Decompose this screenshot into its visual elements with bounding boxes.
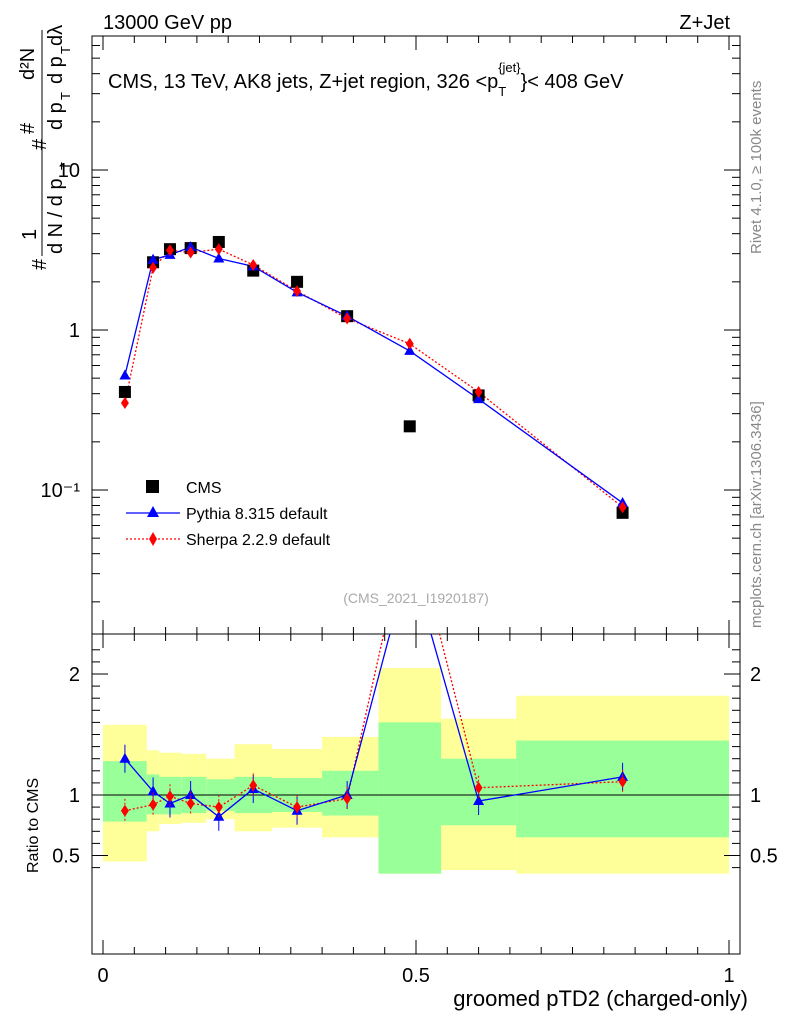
cms-point <box>118 385 131 398</box>
pythia-line <box>124 246 623 504</box>
svg-text:T: T <box>58 92 73 100</box>
x-axis-label: groomed pTD2 (charged-only) <box>453 986 748 1011</box>
sherpa-point <box>214 243 223 256</box>
pythia-ratio-point <box>147 785 159 796</box>
sherpa-ratio-point <box>186 797 195 810</box>
pythia-point <box>404 344 416 355</box>
cms-point <box>403 420 416 433</box>
sherpa-ratio-point <box>149 798 158 811</box>
sherpa-point <box>405 337 414 350</box>
sherpa-ratio-point <box>474 781 483 794</box>
process-label: Z+Jet <box>679 12 730 34</box>
y-tick-label-ratio-right: 1 <box>750 785 761 807</box>
sherpa-ratio-point <box>618 775 627 788</box>
sherpa-ratio-point <box>165 790 174 803</box>
sherpa-ratio-point <box>406 511 414 523</box>
x-tick-label: 0 <box>97 965 108 987</box>
pythia-ratio-point <box>164 797 176 808</box>
sherpa-point <box>249 258 258 271</box>
mcplots-credit: mcplots.cern.ch [arXiv:1306.3436] <box>748 401 765 628</box>
sherpa-ratio-point <box>293 801 302 814</box>
ratio-y-axis-label: Ratio to CMS <box>25 778 42 873</box>
legend-cms-label: CMS <box>186 480 222 497</box>
sherpa-point <box>149 261 158 274</box>
ratio-series-group <box>119 511 629 831</box>
ratio-band-inner-8 <box>378 722 442 874</box>
pythia-point <box>185 241 197 252</box>
svg-text:T: T <box>58 162 73 170</box>
energy-label: 13000 GeV pp <box>103 12 232 34</box>
svg-text:d p: d p <box>45 102 67 130</box>
cms-point <box>212 235 225 248</box>
svg-text:1: 1 <box>19 229 41 240</box>
y-tick-label-main: 1 <box>69 320 80 342</box>
svg-text:#: # <box>17 122 39 134</box>
sherpa-point <box>474 385 483 398</box>
rivet-version: Rivet 4.1.0, ≥ 100k events <box>748 81 765 254</box>
analysis-id: (CMS_2021_I1920187) <box>343 590 489 606</box>
svg-text:d²N: d²N <box>17 48 39 80</box>
main-marks <box>118 235 629 519</box>
legend-sherpa-label: Sherpa 2.2.9 default <box>186 532 331 549</box>
main-y-axis-label: # 1 d N / d p T # # d p T d²N d p T dλ <box>17 25 73 270</box>
svg-text:d p: d p <box>45 56 67 84</box>
pythia-point <box>213 252 225 263</box>
legend: CMS Pythia 8.315 default Sherpa 2.2.9 de… <box>126 480 331 549</box>
legend-pythia-marker <box>147 506 159 517</box>
plot-title: CMS, 13 TeV, AK8 jets, Z+jet region, 326… <box>108 60 624 99</box>
sherpa-line <box>124 248 623 508</box>
ratio-band-inner-7 <box>322 770 379 816</box>
sherpa-point <box>618 501 627 514</box>
sherpa-ratio-point <box>343 792 352 805</box>
sherpa-ratio-point <box>120 804 129 817</box>
pythia-ratio-point <box>473 795 485 806</box>
ratio-marks <box>119 511 629 831</box>
y-tick-label-ratio-left: 1 <box>69 785 80 807</box>
svg-text:d N / d p: d N / d p <box>45 178 67 254</box>
sherpa-point <box>165 244 174 257</box>
pythia-ratio-point <box>185 789 197 799</box>
legend-sherpa-marker <box>149 532 157 546</box>
axis-ticks: 0 0.5 1 10⁻¹ 1 10 0.5 0.5 1 1 2 2 <box>41 36 778 987</box>
y-tick-label-main: 10⁻¹ <box>41 480 81 502</box>
pythia-point <box>147 253 159 264</box>
sherpa-ratio-point <box>249 779 258 792</box>
svg-text:#: # <box>29 138 51 150</box>
svg-text:dλ: dλ <box>45 25 67 46</box>
pythia-point <box>119 369 131 380</box>
legend-pythia-label: Pythia 8.315 default <box>186 506 328 523</box>
x-tick-label: 0.5 <box>402 965 430 987</box>
y-tick-label-ratio-right: 0.5 <box>750 846 778 868</box>
svg-text:T: T <box>58 46 73 54</box>
pythia-point <box>473 393 485 404</box>
cms-point <box>291 275 304 288</box>
y-tick-label-ratio-left: 0.5 <box>52 846 80 868</box>
y-tick-label-main: 10 <box>58 160 80 182</box>
sherpa-ratio-point <box>214 801 223 814</box>
x-tick-label: 1 <box>723 965 734 987</box>
sherpa-point <box>293 285 302 298</box>
y-tick-label-ratio-left: 2 <box>69 664 80 686</box>
pythia-ratio-point <box>119 752 131 763</box>
sherpa-point <box>343 312 352 325</box>
svg-text:#: # <box>29 258 51 270</box>
y-tick-label-ratio-right: 2 <box>750 664 761 686</box>
ratio-bands <box>103 667 729 874</box>
pythia-ratio-point <box>404 553 415 563</box>
legend-cms-marker <box>146 480 159 493</box>
sherpa-point <box>186 246 195 259</box>
sherpa-point <box>120 396 129 409</box>
